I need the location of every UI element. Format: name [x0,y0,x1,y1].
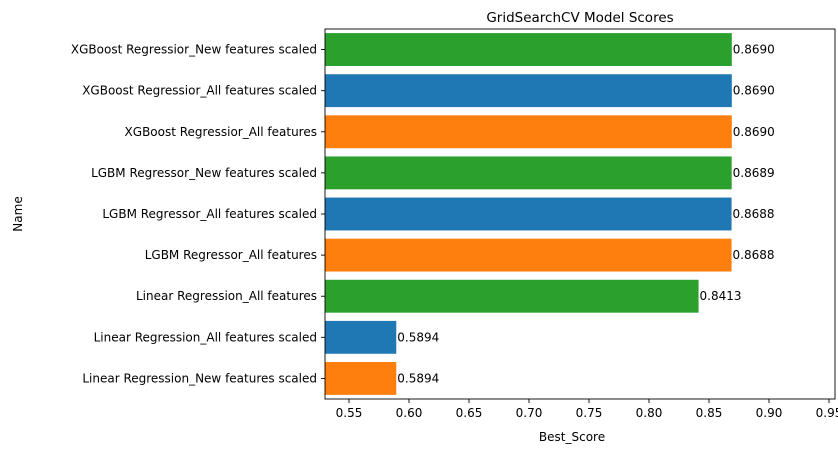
x-tick-label: 0.75 [576,406,603,420]
bar [325,115,732,149]
x-tick-label: 0.90 [756,406,783,420]
y-tick-label: Linear Regression_All features scaled [94,330,317,344]
data-label: 0.8690 [733,125,775,139]
x-axis: 0.55 0.60 0.65 0.70 0.75 0.80 0.85 0.90 0.95 [336,399,838,420]
bar [325,74,732,108]
chart-title: GridSearchCV Model Scores [486,10,673,26]
x-tick-label: 0.80 [636,406,663,420]
bar [325,279,699,313]
y-tick-label: XGBoost Regressior_All features scaled [82,84,317,98]
bar [325,33,732,66]
y-tick-labels: XGBoost Regressior_New features scaled XG… [71,43,325,385]
y-tick-label: Linear Regression_New features scaled [82,371,317,385]
bar [325,156,732,190]
data-label: 0.5894 [397,371,439,385]
bar [325,362,397,395]
plot-frame [324,28,836,400]
bar [325,238,732,272]
x-tick-label: 0.55 [336,406,363,420]
data-label: 0.8688 [733,207,775,221]
y-tick-label: XGBoost Regressior_New features scaled [71,43,317,57]
y-tick-label: XGBoost Regressior_All features [125,125,317,139]
bar [325,320,397,354]
y-axis-label: Name [11,196,25,231]
x-tick-label: 0.95 [816,406,838,420]
data-label: 0.8690 [733,84,775,98]
data-label: 0.8413 [700,289,742,303]
bar-group [325,33,732,395]
bar [325,197,732,231]
x-tick-label: 0.60 [396,406,423,420]
y-tick-label: LGBM Regressor_New features scaled [91,166,317,180]
x-tick-label: 0.85 [696,406,723,420]
x-tick-label: 0.65 [456,406,483,420]
y-tick-label: LGBM Regressor_All features scaled [102,207,317,221]
data-label: 0.8688 [733,248,775,262]
y-tick-label: Linear Regression_All features [136,289,317,303]
x-axis-label: Best_Score [539,430,605,444]
y-tick-label: LGBM Regressor_All features [145,248,317,262]
data-label: 0.8690 [733,43,775,57]
data-labels: 0.8690 0.8690 0.8690 0.8689 0.8688 0.8688 0.84… [397,43,775,386]
data-label: 0.5894 [397,330,439,344]
x-tick-label: 0.70 [516,406,543,420]
data-label: 0.8689 [733,166,775,180]
